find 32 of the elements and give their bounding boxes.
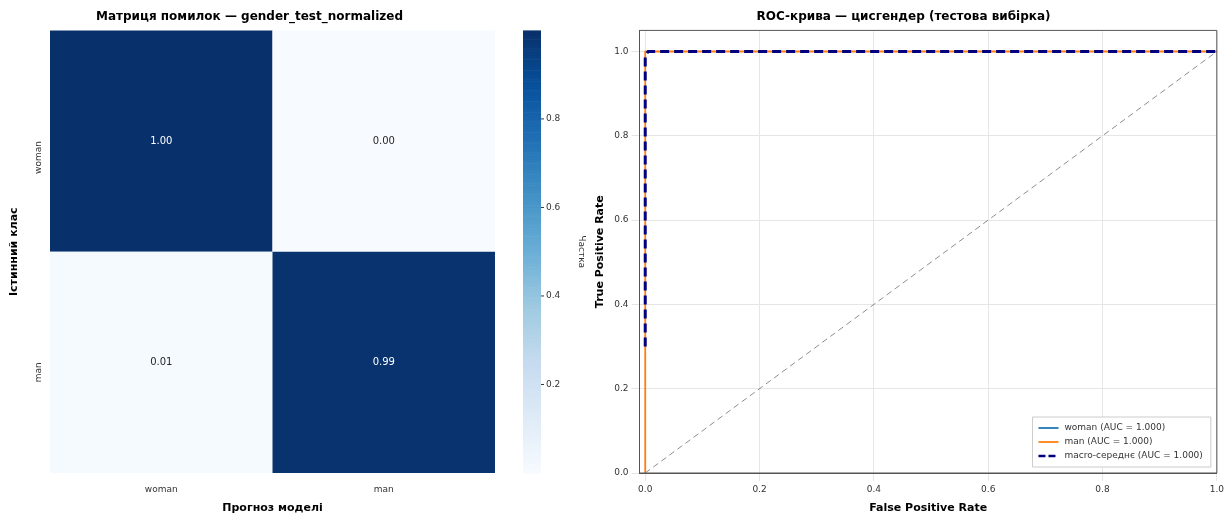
color-bar-label: 0.8 — [546, 113, 561, 124]
data-label: 0.00 — [372, 134, 395, 146]
x-tick-label: woman — [144, 483, 178, 494]
y-tick-label: 0.6 — [614, 214, 629, 225]
y-tick-label: 0.8 — [614, 130, 629, 141]
chart-title: ROC-крива — цисгендер (тестова вибірка) — [756, 9, 1051, 24]
color-bar-title: Частка — [576, 235, 587, 269]
y-axis-title: True Positive Rate — [593, 195, 607, 309]
x-tick-label: 0.8 — [1095, 483, 1110, 494]
y-axis-title: Істинний клас — [7, 207, 21, 296]
y-tick-label: 0.0 — [614, 467, 629, 478]
data-label: 0.99 — [372, 355, 395, 367]
x-tick-label: 0.2 — [752, 483, 767, 494]
x-tick-label: man — [373, 483, 394, 494]
data-label: 1.00 — [150, 134, 173, 146]
chart-title: Матриця помилок — gender_test_normalized — [96, 9, 403, 25]
x-tick-label: 0.6 — [981, 483, 996, 494]
x-tick-label: 0.4 — [866, 483, 882, 494]
legend-label: man (AUC = 1.000) — [1064, 436, 1153, 447]
color-bar-label: 0.2 — [546, 378, 561, 389]
y-tick-label: 0.4 — [614, 298, 629, 309]
x-tick-label: 1.0 — [1209, 483, 1225, 494]
y-tick-label: 1.0 — [614, 45, 629, 56]
x-tick-label: 0.0 — [638, 483, 653, 494]
legend-label: macro-середнє (AUC = 1.000) — [1064, 450, 1203, 461]
x-axis-title: Прогноз моделі — [222, 501, 323, 515]
x-axis-title: False Positive Rate — [869, 501, 988, 515]
legend-label: woman (AUC = 1.000) — [1064, 422, 1166, 433]
data-label: 0.01 — [150, 355, 173, 367]
color-bar-label: 0.6 — [546, 201, 561, 212]
color-bar-label: 0.4 — [546, 290, 561, 301]
y-tick-label: 0.2 — [614, 383, 629, 394]
